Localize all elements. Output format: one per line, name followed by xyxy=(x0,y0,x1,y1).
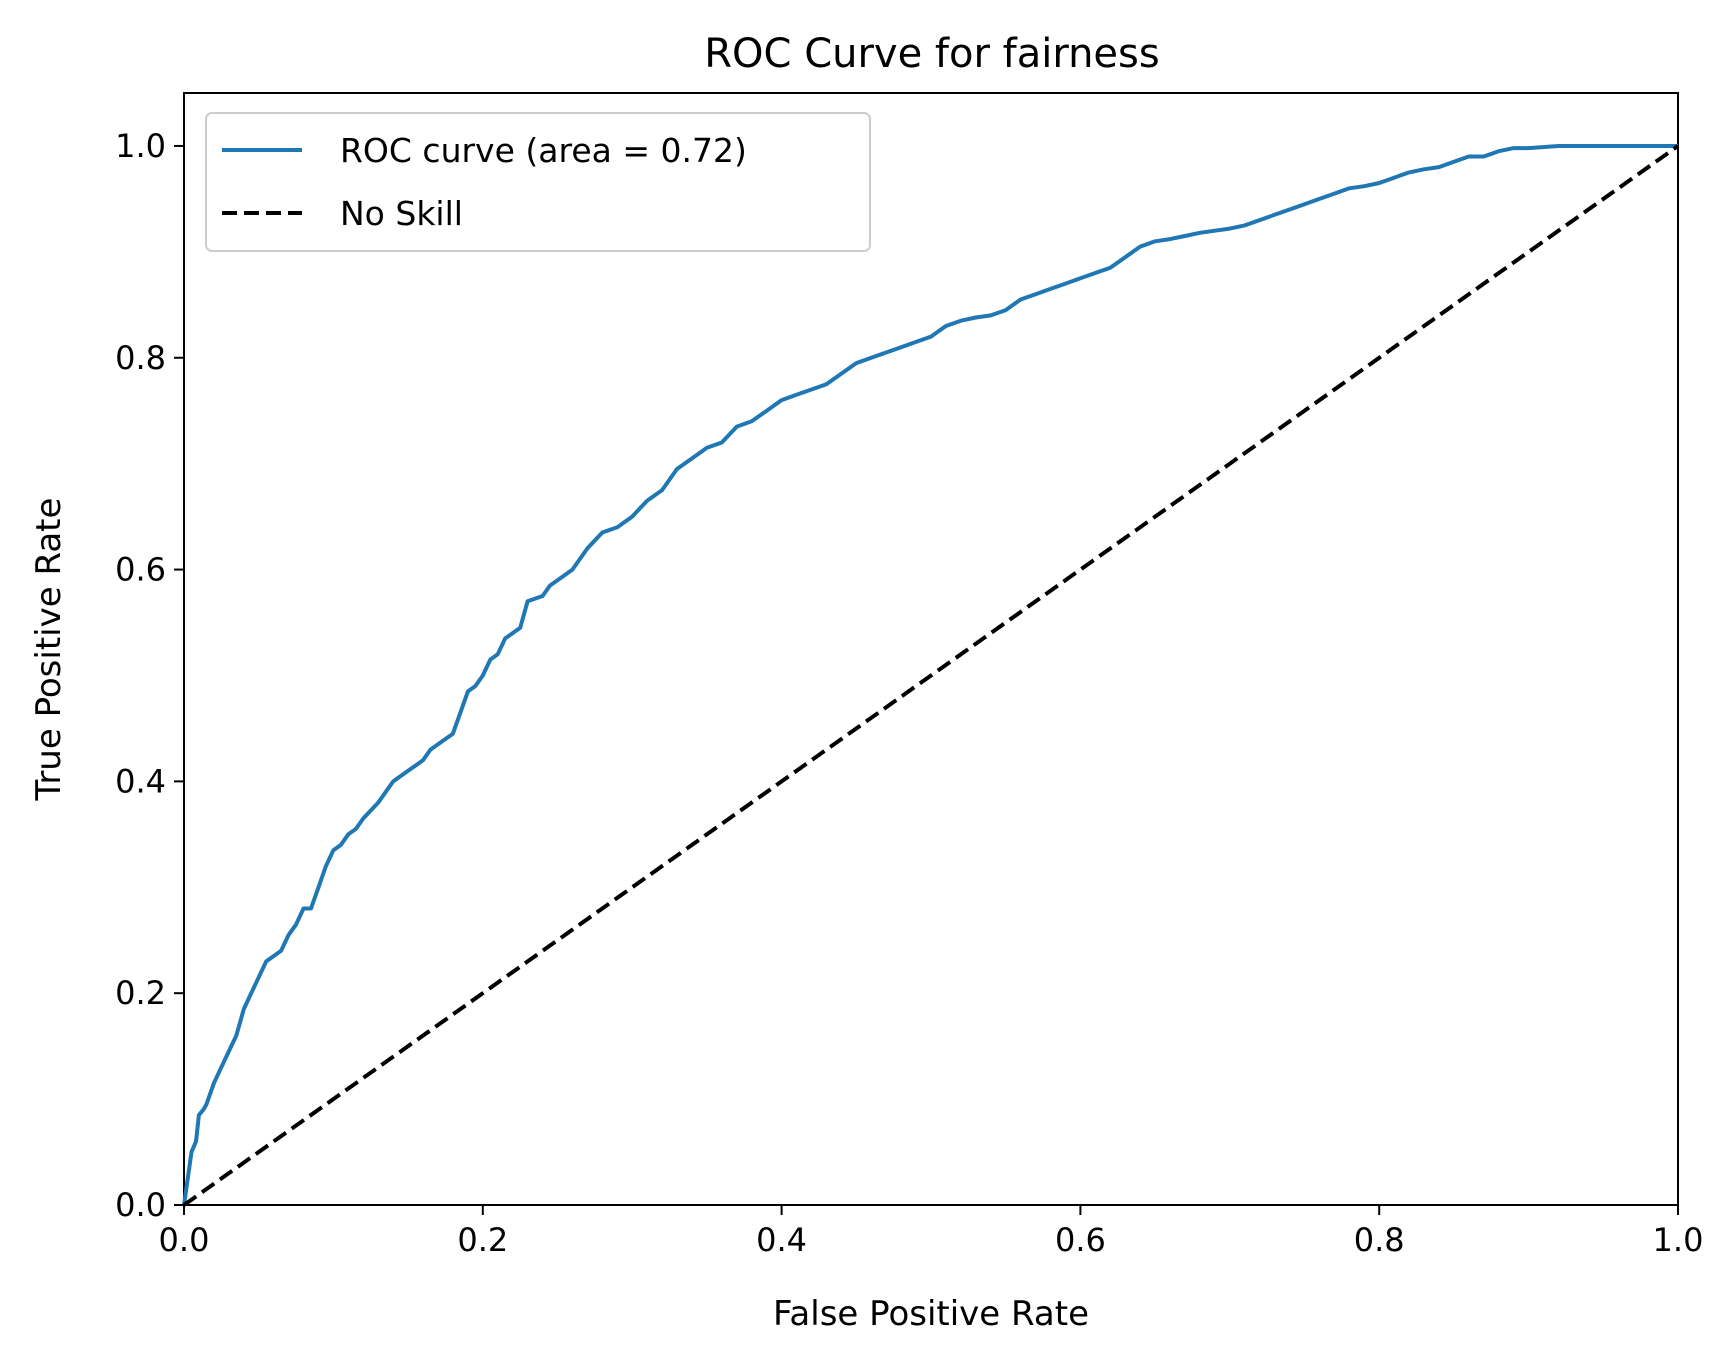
x-tick-label: 0.2 xyxy=(457,1221,508,1259)
x-axis-label: False Positive Rate xyxy=(773,1294,1089,1334)
x-tick-label: 1.0 xyxy=(1653,1221,1704,1259)
roc-curve-line xyxy=(182,144,1678,1206)
legend-label-no-skill: No Skill xyxy=(340,194,463,233)
y-axis-label: True Positive Rate xyxy=(29,498,69,802)
y-axis-ticks: 0.0 0.2 0.4 0.6 0.8 1.0 xyxy=(115,127,184,1224)
chart-title: ROC Curve for fairness xyxy=(704,31,1159,77)
no-skill-line xyxy=(182,144,1680,1207)
x-tick-label: 0.0 xyxy=(159,1221,210,1259)
series-layer xyxy=(182,144,1680,1207)
y-tick-label: 0.2 xyxy=(115,974,166,1012)
x-tick-label: 0.8 xyxy=(1354,1221,1405,1259)
axes-frame xyxy=(183,92,1679,1206)
legend: ROC curve (area = 0.72) No Skill xyxy=(205,112,871,252)
x-tick-label: 0.6 xyxy=(1055,1221,1106,1259)
x-axis-ticks: 0.0 0.2 0.4 0.6 0.8 1.0 xyxy=(159,1205,1704,1259)
y-tick-label: 0.8 xyxy=(115,339,166,377)
y-tick-label: 0.6 xyxy=(115,551,166,589)
legend-label-roc: ROC curve (area = 0.72) xyxy=(340,131,747,170)
plot-area: 0.0 0.2 0.4 0.6 0.8 1.0 0.0 0.2 0.4 0.6 0.8 1.0 xyxy=(115,92,1704,1259)
y-tick-label: 0.0 xyxy=(115,1186,166,1224)
x-tick-label: 0.4 xyxy=(756,1221,807,1259)
y-tick-label: 1.0 xyxy=(115,127,166,165)
legend-box xyxy=(205,112,871,252)
y-tick-label: 0.4 xyxy=(115,762,166,800)
